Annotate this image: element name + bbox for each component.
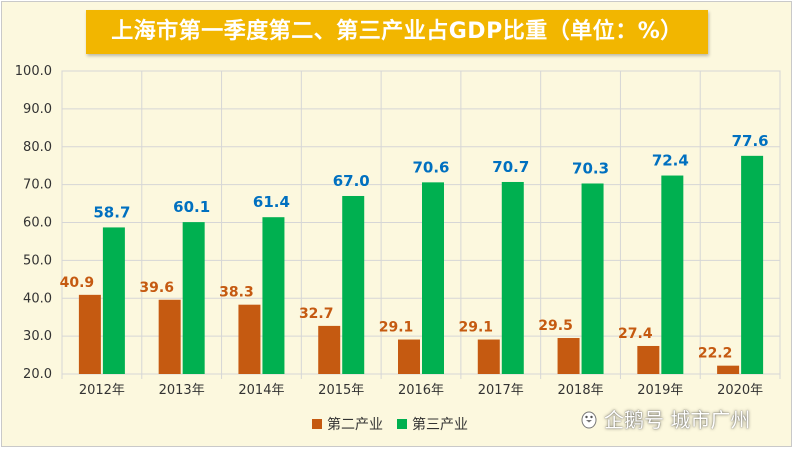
x-tick-label: 2014年 bbox=[238, 383, 284, 398]
data-label-tertiary: 70.7 bbox=[492, 158, 529, 176]
x-tick-label: 2015年 bbox=[318, 383, 364, 398]
data-label-tertiary: 72.4 bbox=[652, 152, 689, 170]
y-tick-label: 60.0 bbox=[23, 216, 52, 231]
data-label-secondary: 27.4 bbox=[618, 326, 653, 342]
data-label-tertiary: 58.7 bbox=[93, 203, 130, 221]
x-tick-label: 2020年 bbox=[717, 383, 763, 398]
data-label-secondary: 39.6 bbox=[139, 280, 174, 296]
y-tick-label: 90.0 bbox=[23, 102, 52, 117]
bar-tertiary bbox=[741, 155, 764, 374]
data-label-tertiary: 70.6 bbox=[412, 158, 449, 176]
legend-item-tertiary: 第三产业 bbox=[397, 414, 468, 434]
y-tick-label: 50.0 bbox=[23, 253, 52, 268]
bar-tertiary bbox=[422, 182, 444, 374]
y-tick-label: 80.0 bbox=[23, 140, 52, 155]
bar-tertiary bbox=[262, 217, 285, 374]
legend-label-secondary: 第二产业 bbox=[327, 417, 383, 433]
bar-secondary bbox=[717, 365, 740, 374]
bar-secondary bbox=[477, 339, 500, 374]
legend: 第二产业 第三产业 bbox=[312, 414, 482, 434]
y-tick-label: 30.0 bbox=[23, 329, 52, 344]
bar-secondary bbox=[557, 338, 580, 374]
bar-secondary bbox=[398, 339, 420, 374]
y-tick-label: 100.0 bbox=[15, 64, 52, 79]
bar-secondary bbox=[238, 304, 261, 374]
penguin-icon bbox=[581, 411, 597, 428]
bar-tertiary bbox=[182, 222, 205, 374]
x-tick-label: 2019年 bbox=[637, 383, 683, 398]
legend-swatch-tertiary bbox=[397, 419, 407, 429]
x-tick-label: 2018年 bbox=[558, 383, 604, 398]
data-label-secondary: 29.1 bbox=[459, 320, 494, 336]
legend-item-secondary: 第二产业 bbox=[312, 414, 383, 434]
data-label-tertiary: 77.6 bbox=[732, 132, 769, 150]
data-label-secondary: 40.9 bbox=[60, 275, 95, 291]
legend-label-tertiary: 第三产业 bbox=[412, 417, 468, 433]
watermark: 企鹅号 城市广州 bbox=[580, 404, 750, 433]
y-tick-label: 20.0 bbox=[23, 367, 52, 382]
data-label-tertiary: 70.3 bbox=[572, 159, 609, 177]
data-label-secondary: 32.7 bbox=[299, 306, 334, 322]
y-tick-label: 70.0 bbox=[23, 178, 52, 193]
data-label-tertiary: 61.4 bbox=[253, 193, 290, 211]
data-label-tertiary: 60.1 bbox=[173, 198, 210, 216]
data-label-secondary: 38.3 bbox=[219, 285, 254, 301]
title-banner: 上海市第一季度第二、第三产业占GDP比重（单位：%） bbox=[86, 10, 708, 54]
y-tick-label: 40.0 bbox=[23, 291, 52, 306]
x-tick-label: 2016年 bbox=[398, 383, 444, 398]
x-tick-label: 2013年 bbox=[159, 383, 205, 398]
chart-title: 上海市第一季度第二、第三产业占GDP比重（单位：%） bbox=[111, 19, 683, 44]
legend-swatch-secondary bbox=[312, 419, 322, 429]
bar-secondary bbox=[78, 294, 101, 374]
bar-tertiary bbox=[661, 175, 684, 374]
bar-secondary bbox=[318, 325, 341, 374]
bar-secondary bbox=[158, 299, 181, 374]
bar-tertiary bbox=[342, 195, 365, 374]
bar-tertiary bbox=[102, 227, 125, 374]
watermark-text: 企鹅号 城市广州 bbox=[604, 408, 751, 432]
data-label-secondary: 22.2 bbox=[698, 346, 733, 362]
data-label-secondary: 29.1 bbox=[379, 320, 414, 336]
data-label-tertiary: 67.0 bbox=[333, 172, 370, 190]
x-tick-label: 2012年 bbox=[79, 383, 125, 398]
data-label-secondary: 29.5 bbox=[538, 318, 573, 334]
bar-tertiary bbox=[581, 183, 604, 374]
x-tick-label: 2017年 bbox=[478, 383, 524, 398]
bar-tertiary bbox=[501, 181, 524, 374]
bar-secondary bbox=[637, 345, 660, 374]
